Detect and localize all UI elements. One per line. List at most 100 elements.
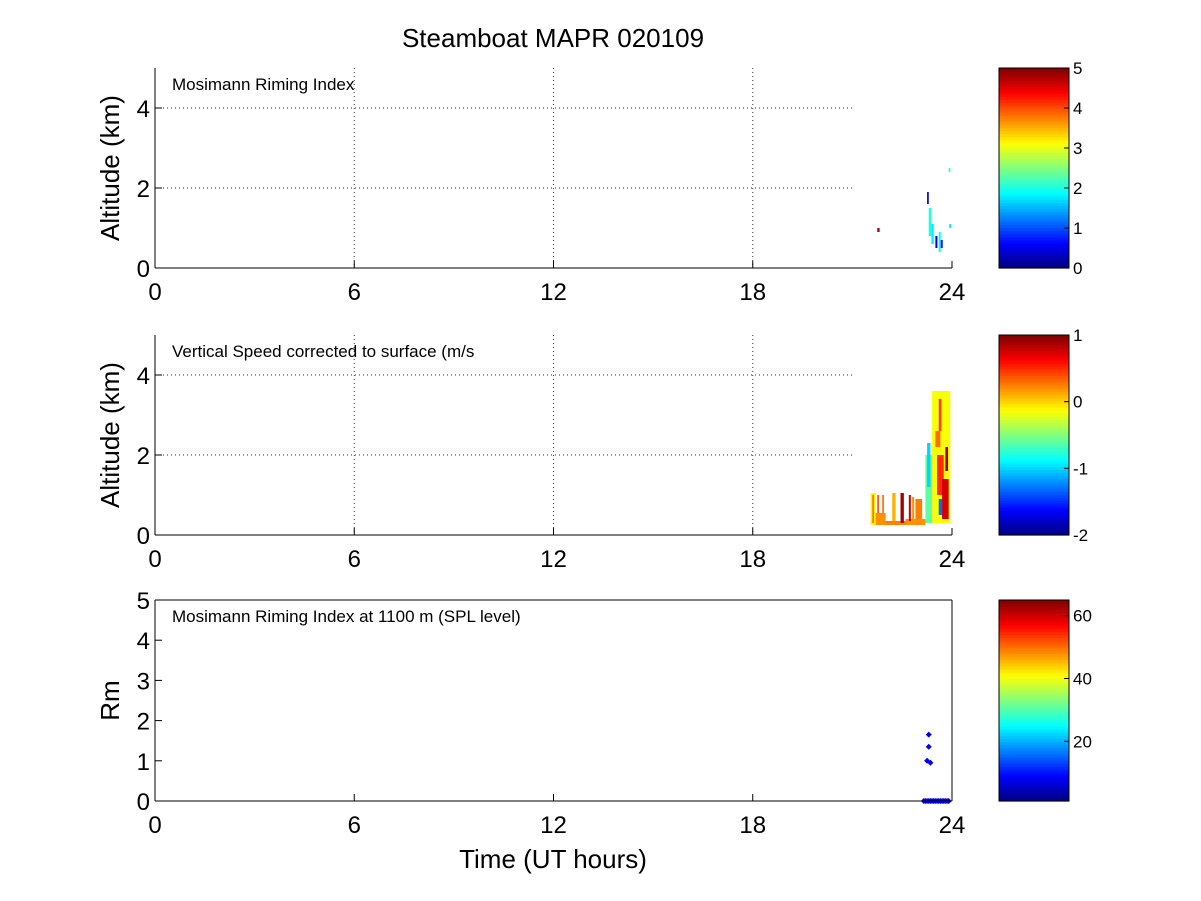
y-tick-label: 0 [137, 523, 150, 550]
colorbar-segment [999, 121, 1069, 125]
colorbar-segment [999, 403, 1069, 408]
data-cell [892, 493, 896, 521]
colorbar-segment [999, 133, 1069, 138]
colorbar-segment [999, 760, 1069, 764]
colorbar-segment [999, 750, 1069, 755]
colorbar-frame [998, 599, 1070, 802]
y-tick-label: 0 [137, 789, 150, 816]
data-cell [905, 519, 926, 525]
colorbar-segment [999, 80, 1069, 85]
colorbar-segment [999, 706, 1069, 711]
colorbar-segment [999, 766, 1069, 771]
colorbar-segment [999, 772, 1069, 777]
colorbar-segment [999, 108, 1069, 113]
data-cell [875, 513, 886, 525]
colorbar-segment [999, 149, 1069, 153]
colorbar-tick-label: -1 [1073, 459, 1088, 478]
colorbar-segment [999, 453, 1069, 458]
data-point [925, 743, 932, 750]
colorbar-segment [999, 152, 1069, 157]
colorbar-segment [999, 713, 1069, 717]
colorbar-segment [999, 369, 1069, 374]
x-tick-label: 6 [348, 546, 361, 573]
colorbar-segment [999, 503, 1069, 508]
colorbar-segment [999, 600, 1069, 604]
colorbar-segment [999, 161, 1069, 166]
colorbar-segment [999, 397, 1069, 402]
panel-annotation: Mosimann Riming Index [172, 75, 355, 94]
colorbar-segment [999, 264, 1069, 269]
colorbar-segment [999, 360, 1069, 364]
data-cell [937, 455, 944, 495]
colorbar-segment [999, 341, 1069, 345]
colorbar-segment [999, 385, 1069, 389]
colorbar-segment [999, 428, 1069, 433]
colorbar-segment [999, 450, 1069, 455]
colorbar-segment [999, 246, 1069, 250]
colorbar-segment [999, 691, 1069, 695]
x-tick-label: 0 [148, 812, 161, 839]
data-point [925, 731, 932, 738]
x-tick-label: 6 [348, 279, 361, 306]
colorbar-segment [999, 653, 1069, 658]
colorbar-segment [999, 500, 1069, 505]
colorbar-segment [999, 703, 1069, 708]
colorbar-segment [999, 356, 1069, 361]
colorbar-tick-label: -2 [1073, 526, 1088, 545]
colorbar-segment [999, 114, 1069, 119]
colorbar-segment [999, 637, 1069, 642]
colorbar-segment [999, 731, 1069, 736]
colorbar-segment [999, 394, 1069, 399]
colorbar-tick-label: 3 [1073, 139, 1082, 158]
colorbar-segment [999, 93, 1069, 97]
colorbar-segment [999, 625, 1069, 629]
colorbar-segment [999, 659, 1069, 664]
data-cell [908, 495, 911, 521]
y-tick-label: 0 [137, 256, 150, 283]
colorbar-segment [999, 697, 1069, 702]
colorbar-segment [999, 96, 1069, 100]
colorbar-segment [999, 189, 1069, 194]
colorbar-segment [999, 208, 1069, 213]
colorbar-segment [999, 230, 1069, 235]
colorbar-segment [999, 233, 1069, 238]
colorbar-segment [999, 127, 1069, 132]
colorbar-segment [999, 136, 1069, 141]
y-tick-label: 3 [137, 668, 150, 695]
colorbar-segment [999, 130, 1069, 135]
colorbar-tick-label: 1 [1073, 219, 1082, 238]
colorbar-segment [999, 171, 1069, 175]
colorbar-tick-label: 5 [1073, 59, 1082, 78]
data-cell [877, 495, 879, 513]
colorbar-frame [998, 334, 1070, 536]
colorbar-segment [999, 350, 1069, 355]
x-tick-label: 24 [939, 546, 966, 573]
colorbar-segment [999, 747, 1069, 752]
y-tick-label: 1 [137, 749, 150, 776]
colorbar-segment [999, 497, 1069, 502]
colorbar-segment [999, 763, 1069, 768]
x-tick-label: 24 [939, 279, 966, 306]
colorbar-segment [999, 621, 1069, 626]
colorbar-segment [999, 155, 1069, 160]
colorbar-segment [999, 174, 1069, 178]
colorbar-segment [999, 255, 1069, 260]
colorbar-segment [999, 513, 1069, 517]
colorbar-segment [999, 143, 1069, 147]
colorbar-segment [999, 650, 1069, 654]
x-tick-label: 12 [540, 546, 567, 573]
colorbar-segment [999, 494, 1069, 499]
colorbar-segment [999, 618, 1069, 623]
colorbar-segment [999, 388, 1069, 392]
colorbar-segment [999, 99, 1069, 103]
x-tick-label: 24 [939, 812, 966, 839]
y-tick-label: 4 [137, 628, 150, 655]
colorbar-segment [999, 431, 1069, 436]
colorbar-segment [999, 481, 1069, 486]
colorbar-segment [999, 528, 1069, 533]
colorbar-segment [999, 146, 1069, 150]
x-tick-label: 18 [739, 279, 766, 306]
colorbar-frame [998, 67, 1070, 269]
data-cell [912, 497, 915, 521]
colorbar-segment [999, 177, 1069, 182]
